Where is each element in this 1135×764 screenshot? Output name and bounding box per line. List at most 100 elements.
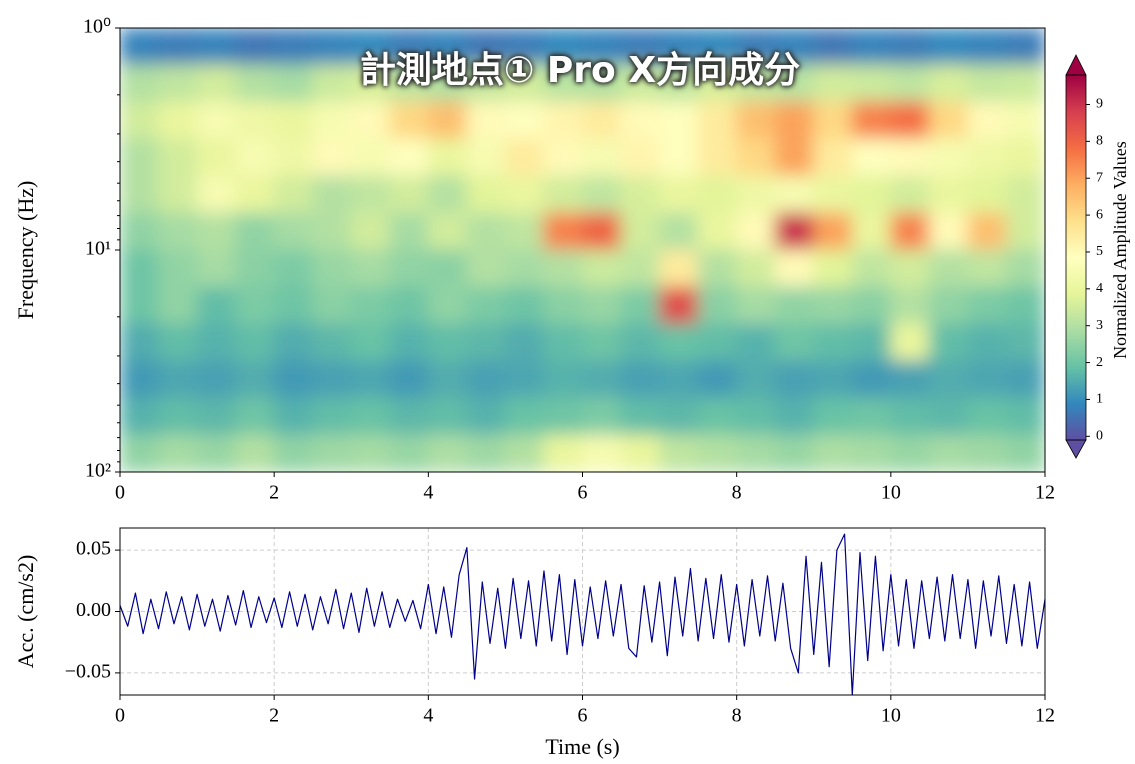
heatmap-cell xyxy=(928,323,969,362)
heatmap-cell xyxy=(543,64,583,103)
heatmap-cell xyxy=(196,397,237,436)
x-axis-label: Time (s) xyxy=(545,734,619,759)
heatmap-cell xyxy=(890,64,930,103)
heatmap-cell xyxy=(543,249,583,288)
heatmap-cell xyxy=(196,64,237,103)
x-tick-label: 4 xyxy=(423,482,433,504)
heatmap-cell xyxy=(697,28,738,66)
colorbar-label: Normalized Amplitude Values xyxy=(1110,141,1130,359)
heatmap-cell xyxy=(120,175,160,214)
heatmap-cell xyxy=(235,286,275,325)
heatmap-cell xyxy=(389,323,429,362)
heatmap-cell xyxy=(736,434,776,472)
heatmap-cell xyxy=(196,138,237,177)
heatmap-cell xyxy=(273,101,314,140)
heatmap-cell xyxy=(504,175,545,214)
heatmap-cell xyxy=(235,397,275,436)
heatmap-cell xyxy=(659,360,699,399)
heatmap-cell xyxy=(158,212,198,251)
heatmap-cell xyxy=(1005,249,1045,288)
heatmap-cells xyxy=(120,28,1045,472)
heatmap-cell xyxy=(774,323,815,362)
heatmap-cell xyxy=(312,28,352,66)
x-tick-label: 12 xyxy=(1035,482,1055,504)
heatmap-cell xyxy=(504,28,545,66)
heatmap-cell xyxy=(813,64,853,103)
heatmap-cell xyxy=(697,360,738,399)
heatmap-cell xyxy=(235,249,275,288)
heatmap-cell xyxy=(273,138,314,177)
heatmap-cell xyxy=(120,138,160,177)
heatmap-cell xyxy=(582,323,622,362)
heatmap-cell xyxy=(312,212,352,251)
heatmap-cell xyxy=(659,28,699,66)
heatmap-cell xyxy=(350,249,391,288)
heatmap-cell xyxy=(736,249,776,288)
heatmap-cell xyxy=(273,175,314,214)
heatmap-cell xyxy=(120,64,160,103)
heatmap-cell xyxy=(196,249,237,288)
lines xyxy=(119,533,1046,696)
heatmap-cell xyxy=(967,323,1007,362)
heatmap-cell xyxy=(1005,286,1045,325)
waveform xyxy=(119,533,1046,696)
x-tick-label: 0 xyxy=(115,482,125,504)
heatmap-cell xyxy=(659,397,699,436)
heatmap-cell xyxy=(582,101,622,140)
heatmap-cell xyxy=(967,28,1007,66)
heatmap-cell xyxy=(543,323,583,362)
heatmap-cell xyxy=(543,175,583,214)
heatmap-cell xyxy=(1005,64,1045,103)
heatmap-cell xyxy=(620,175,661,214)
heatmap-cell xyxy=(620,286,661,325)
heatmap-cell xyxy=(120,360,160,399)
heatmap-cell xyxy=(1005,360,1045,399)
heatmap-cell xyxy=(851,249,892,288)
colorbar-frame xyxy=(1065,74,1087,441)
heatmap-cell xyxy=(466,434,506,472)
heatmap xyxy=(120,28,1045,472)
y-tick-label: 0.00 xyxy=(76,599,111,621)
heatmap-cell xyxy=(120,434,160,472)
heatmap-cell xyxy=(697,64,738,103)
heatmap-cell xyxy=(736,397,776,436)
heatmap-cell xyxy=(928,212,969,251)
heatmap-cell xyxy=(928,64,969,103)
heatmap-cell xyxy=(350,323,391,362)
heatmap-cell xyxy=(774,397,815,436)
heatmap-cell xyxy=(196,286,237,325)
heatmap-cell xyxy=(697,101,738,140)
heatmap-cell xyxy=(774,64,815,103)
colorbar-tick-label: 9 xyxy=(1096,97,1103,112)
heatmap-cell xyxy=(196,28,237,66)
colorbar: 0 1 2 3 4 5 6 7 8 9 Normalized Amplitude Values xyxy=(1065,54,1130,459)
heatmap-cell xyxy=(928,175,969,214)
heatmap-cell xyxy=(620,212,661,251)
heatmap-cell xyxy=(350,64,391,103)
heatmap-cell xyxy=(543,101,583,140)
colorbar-extend xyxy=(1065,54,1087,76)
heatmap-cell xyxy=(120,249,160,288)
heatmap-cell xyxy=(851,64,892,103)
heatmap-cell xyxy=(312,323,352,362)
heatmap-cell xyxy=(158,249,198,288)
heatmap-cell xyxy=(543,212,583,251)
heatmap-cell xyxy=(967,360,1007,399)
heatmap-cell xyxy=(620,323,661,362)
heatmap-cell xyxy=(273,434,314,472)
heatmap-cell xyxy=(928,434,969,472)
heatmap-cell xyxy=(851,434,892,472)
heatmap-cell xyxy=(967,434,1007,472)
heatmap-cell xyxy=(427,138,468,177)
x-tick-label: 12 xyxy=(1035,705,1055,727)
heatmap-cell xyxy=(427,434,468,472)
heatmap-cell xyxy=(774,434,815,472)
heatmap-cell xyxy=(736,323,776,362)
heatmap-cell xyxy=(736,212,776,251)
heatmap-cell xyxy=(813,434,853,472)
x-tick-label: 0 xyxy=(115,705,125,727)
heatmap-cell xyxy=(235,64,275,103)
heatmap-cell xyxy=(620,28,661,66)
heatmap-cell xyxy=(582,249,622,288)
heatmap-cell xyxy=(466,175,506,214)
